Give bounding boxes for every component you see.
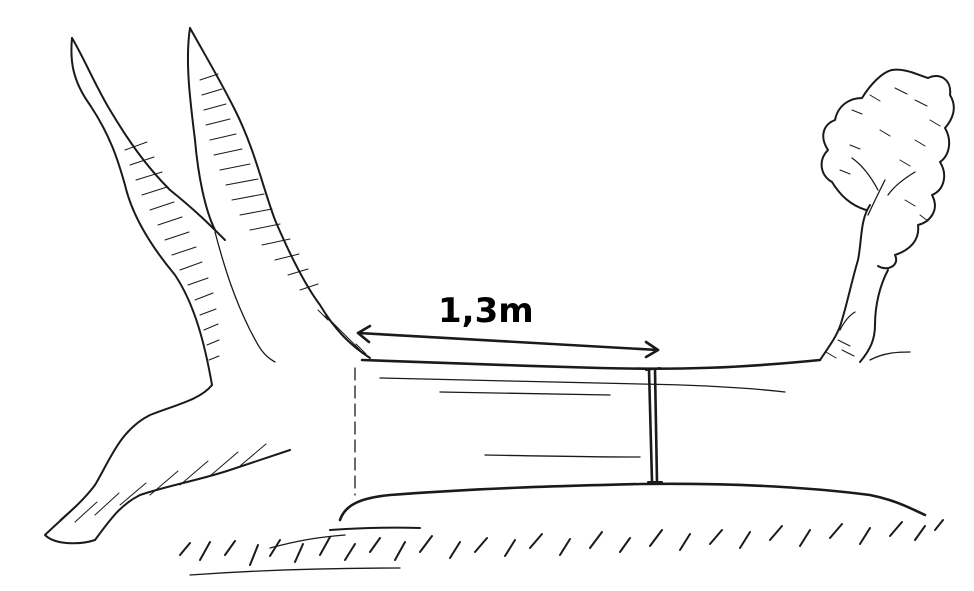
measurement-label: 1,3m	[438, 291, 534, 331]
ground	[179, 519, 944, 576]
diameter-marker	[645, 367, 663, 484]
fallen-log	[329, 358, 927, 531]
left-trunk	[44, 27, 371, 545]
small-tree	[819, 68, 955, 363]
measurement-arrow	[356, 324, 660, 359]
